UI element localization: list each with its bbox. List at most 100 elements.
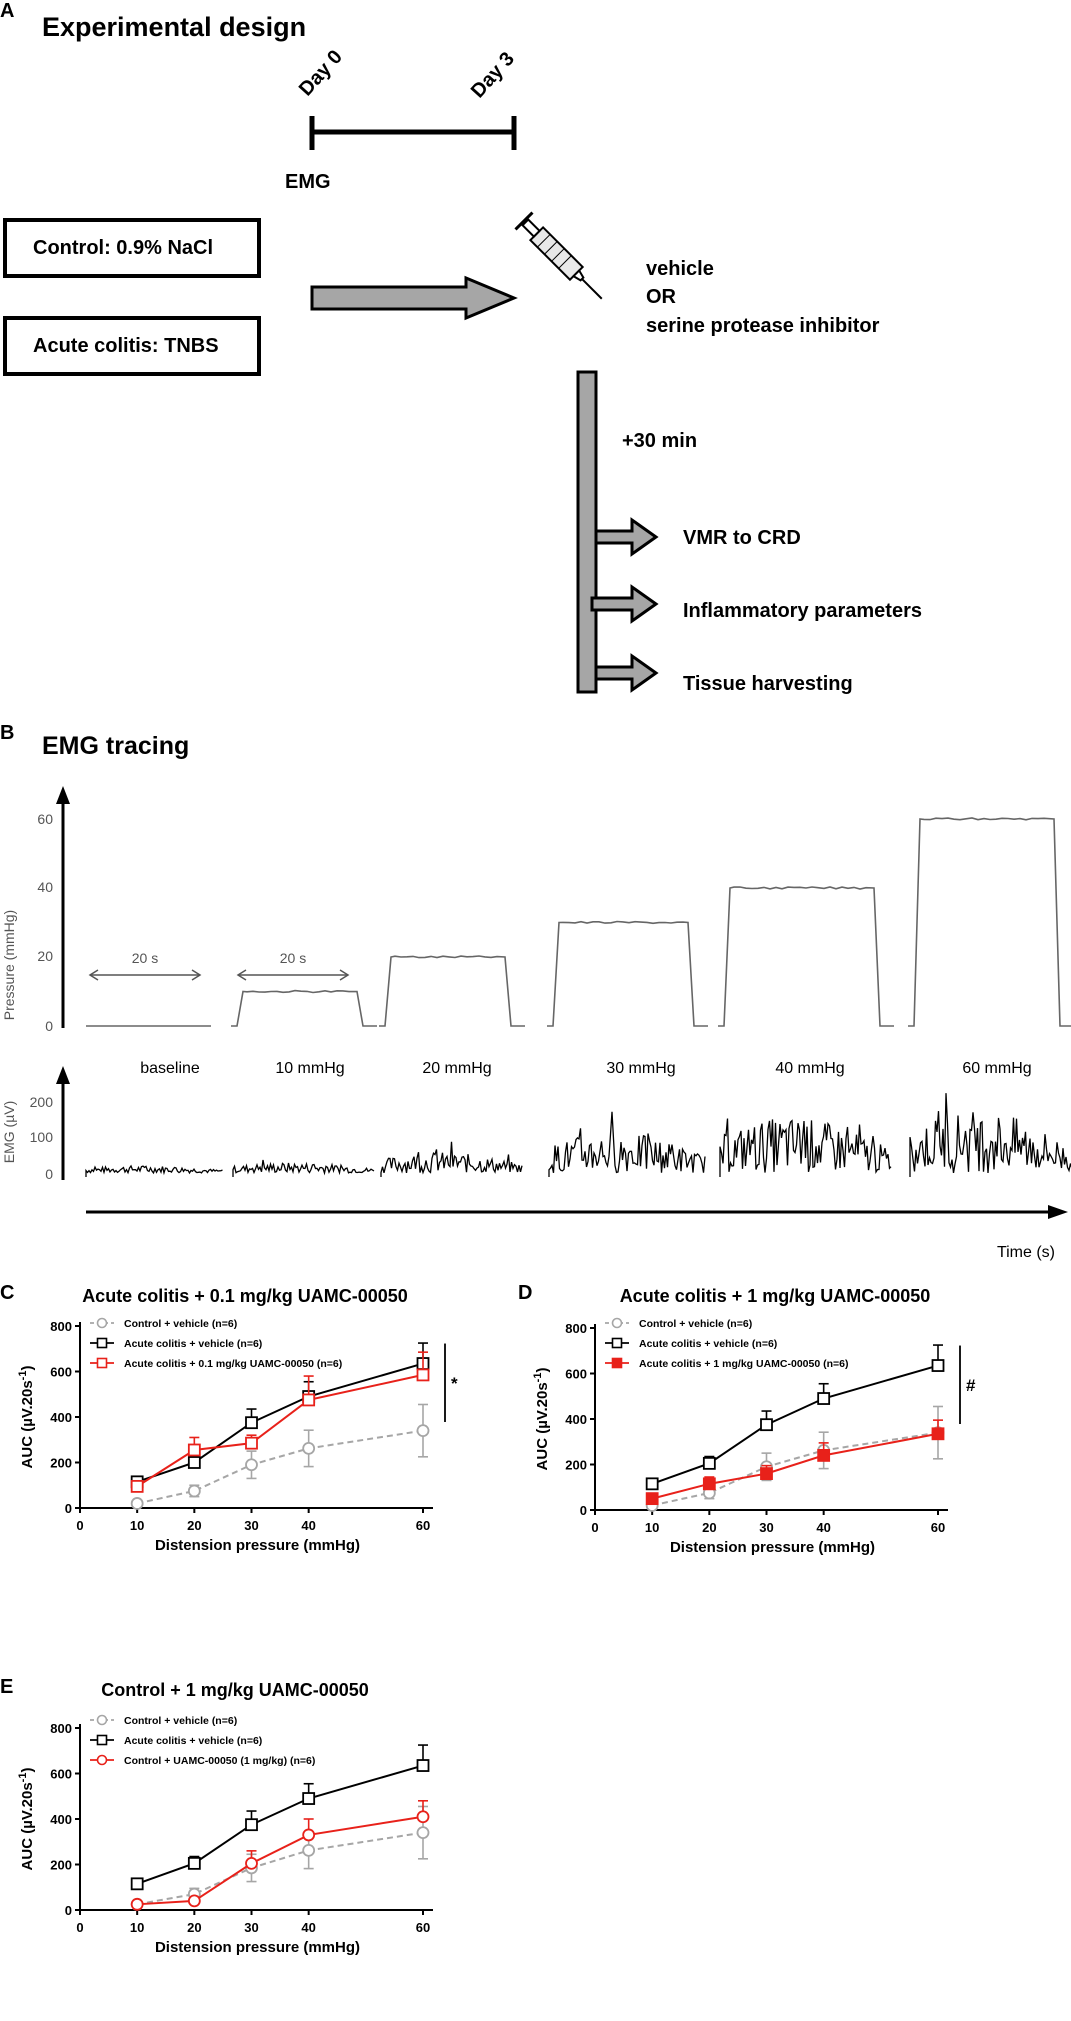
timeline	[309, 116, 659, 694]
plus30-label: +30 min	[622, 430, 698, 452]
emg-traces	[85, 1093, 1071, 1177]
data-point	[245, 1818, 258, 1832]
pressure-trace-4	[718, 886, 894, 1027]
x-tick-label: 60	[416, 1920, 430, 1935]
data-point	[416, 1368, 430, 1382]
data-point	[130, 1897, 144, 1911]
x-tick-label: 10	[645, 1520, 659, 1535]
arrow-icon	[590, 584, 659, 624]
x-tick-label: 0	[591, 1520, 598, 1535]
panel-b-title: EMG tracing	[42, 732, 190, 760]
legend-label: Acute colitis + vehicle (n=6)	[124, 1338, 262, 1350]
pressure-trace-3	[547, 920, 708, 1027]
pressure-tick-0: 0	[45, 1018, 53, 1034]
data-point	[416, 1424, 430, 1438]
data-point	[760, 1418, 773, 1432]
arrow-icon	[594, 517, 659, 557]
emg-label: EMG	[285, 171, 331, 193]
x-tick-label: 0	[76, 1920, 83, 1935]
data-point	[245, 1856, 258, 1870]
treatment-inhibitor: serine protease inhibitor	[646, 315, 880, 337]
emg-trace-3	[548, 1111, 706, 1177]
series-line-2	[137, 1815, 424, 1906]
legend-marker	[96, 1734, 108, 1746]
x-tick-label: 20	[702, 1520, 716, 1535]
significance-marker: #	[966, 1376, 976, 1395]
y-tick-label: 800	[565, 1321, 587, 1336]
time-label: Time (s)	[997, 1244, 1055, 1261]
data-point	[302, 1792, 316, 1805]
data-point	[931, 1427, 945, 1441]
legend-label: Acute colitis + vehicle (n=6)	[639, 1338, 777, 1350]
x-tick-label: 40	[301, 1518, 315, 1533]
x-tick-label: 10	[130, 1518, 144, 1533]
data-point	[416, 1759, 430, 1772]
data-point	[817, 1392, 831, 1405]
control-box-label: Control: 0.9% NaCl	[33, 236, 214, 259]
y-axis-label: AUC (µV.20s-1)	[17, 1768, 36, 1871]
pressure-tick-20: 20	[37, 948, 53, 964]
significance-marker: *	[451, 1374, 458, 1393]
legend-label: Acute colitis + 0.1 mg/kg UAMC-00050 (n=…	[124, 1358, 342, 1370]
y-tick-label: 400	[50, 1410, 72, 1425]
x-axis-label: Distension pressure (mmHg)	[155, 1537, 360, 1554]
pressure-trace-1	[231, 989, 377, 1027]
chart-title: Control + 1 mg/kg UAMC-00050	[101, 1680, 369, 1700]
data-point	[416, 1810, 430, 1824]
pressure-tick-40: 40	[37, 879, 53, 895]
data-point	[302, 1843, 316, 1857]
data-point	[245, 1436, 258, 1450]
segment-label-1: 10 mmHg	[275, 1060, 344, 1077]
data-point	[416, 1826, 430, 1840]
data-point	[130, 1877, 144, 1891]
data-point	[645, 1477, 659, 1491]
segment-label-5: 60 mmHg	[962, 1060, 1031, 1077]
outcome-inflammatory: Inflammatory parameters	[683, 600, 922, 622]
treatment-vehicle: vehicle	[646, 258, 714, 280]
emg-tick-100: 100	[30, 1129, 54, 1145]
panel-c-letter: C	[0, 1282, 15, 1304]
chart-title: Acute colitis + 0.1 mg/kg UAMC-00050	[82, 1286, 408, 1306]
legend-marker	[611, 1357, 623, 1369]
colitis-box: Acute colitis: TNBS	[3, 316, 261, 376]
segment-label-4: 40 mmHg	[775, 1060, 844, 1077]
emg-tick-200: 200	[30, 1094, 54, 1110]
data-point	[187, 1456, 201, 1469]
time-axis-arrowhead	[1048, 1205, 1068, 1219]
series-line-2	[136, 1373, 424, 1488]
chart-panel-e: Control + 1 mg/kg UAMC-00050020040060080…	[17, 1680, 433, 1956]
y-tick-label: 200	[50, 1858, 72, 1873]
control-box: Control: 0.9% NaCl	[3, 218, 261, 278]
y-tick-label: 0	[65, 1903, 72, 1918]
arrow-icon	[310, 275, 518, 321]
pressure-tick-60: 60	[37, 811, 53, 827]
data-point	[702, 1456, 716, 1470]
duration-arrowhead	[191, 969, 202, 981]
duration-label-baseline: 20 s	[132, 950, 158, 966]
x-tick-label: 60	[416, 1518, 430, 1533]
legend-label: Control + UAMC-00050 (1 mg/kg) (n=6)	[124, 1755, 315, 1767]
x-tick-label: 30	[244, 1920, 258, 1935]
y-tick-label: 600	[50, 1365, 72, 1380]
x-tick-label: 30	[244, 1518, 258, 1533]
pressure-ylabel: Pressure (mmHg)	[1, 910, 17, 1020]
x-tick-label: 40	[816, 1520, 830, 1535]
legend-marker	[96, 1357, 108, 1369]
series-line-2	[651, 1432, 939, 1500]
y-tick-label: 800	[50, 1721, 72, 1736]
legend-marker	[96, 1317, 108, 1329]
data-point	[187, 1484, 201, 1498]
legend-label: Control + vehicle (n=6)	[124, 1715, 237, 1727]
emg-ylabel: EMG (µV)	[1, 1101, 17, 1164]
data-point	[187, 1856, 201, 1870]
legend-label: Control + vehicle (n=6)	[639, 1318, 752, 1330]
data-point	[931, 1359, 945, 1372]
panel-b-letter: B	[0, 722, 15, 744]
y-tick-label: 800	[50, 1319, 72, 1334]
chart-panel-c: Acute colitis + 0.1 mg/kg UAMC-000500200…	[17, 1286, 458, 1554]
y-tick-label: 600	[50, 1767, 72, 1782]
legend-marker	[611, 1317, 623, 1329]
colitis-box-label: Acute colitis: TNBS	[33, 334, 219, 357]
x-axis-label: Distension pressure (mmHg)	[155, 1939, 360, 1956]
panel-e-letter: E	[0, 1676, 14, 1698]
